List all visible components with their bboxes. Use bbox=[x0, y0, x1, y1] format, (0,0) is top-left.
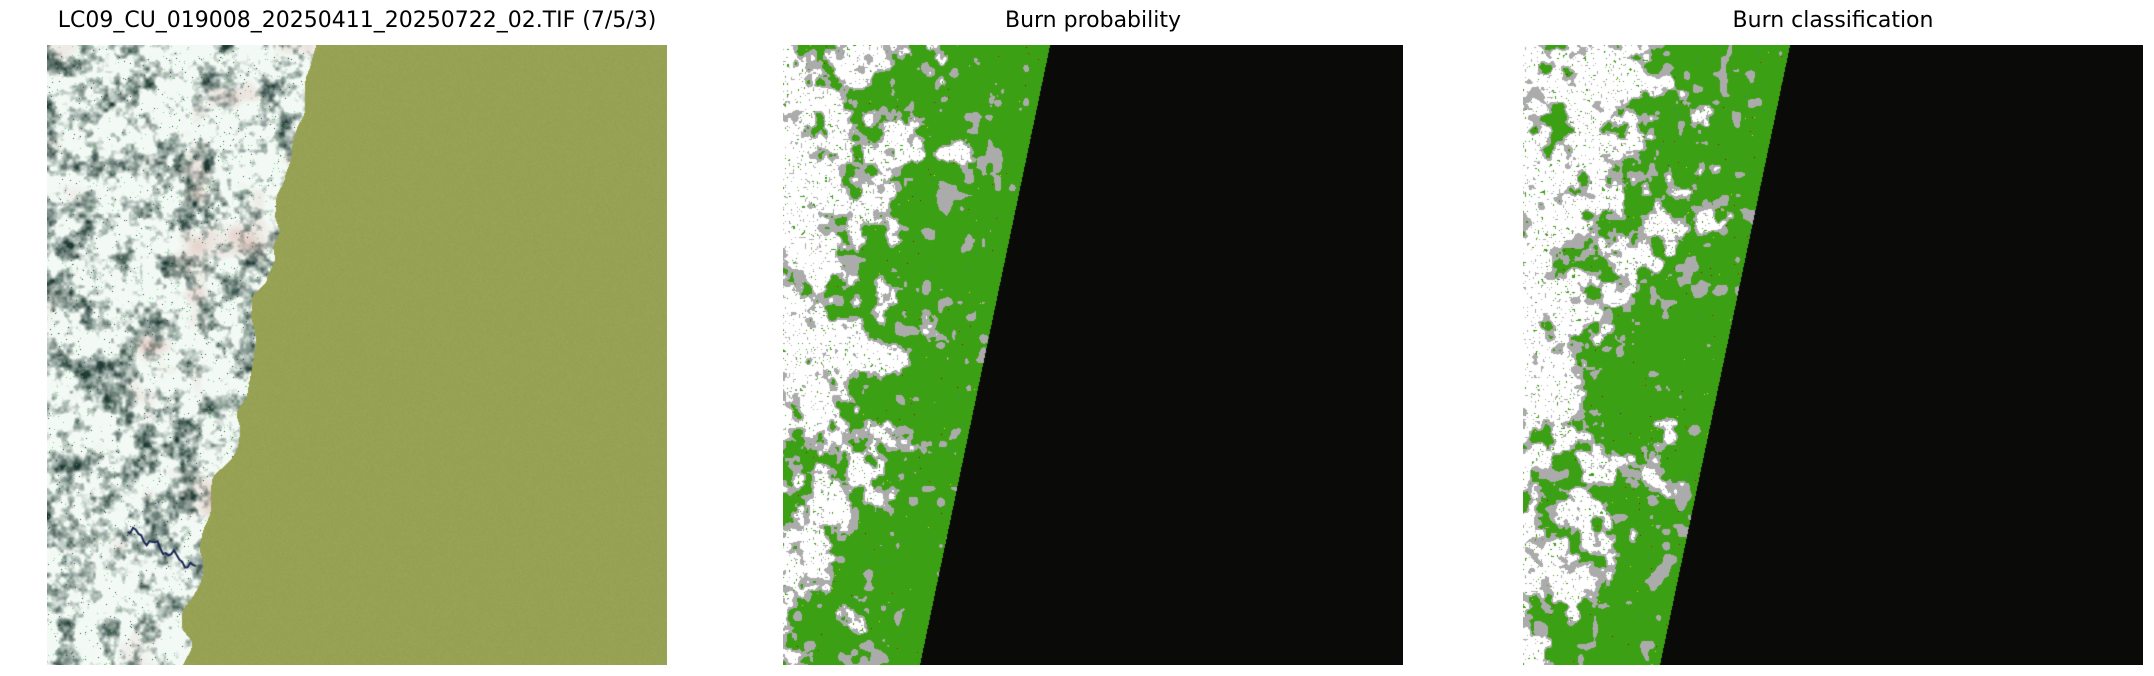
panel-title-burn-classification: Burn classification bbox=[1732, 8, 1934, 33]
panel-burn-classification: Burn classification bbox=[1523, 6, 2143, 665]
panel-title-source: LC09_CU_019008_20250411_20250722_02.TIF … bbox=[57, 8, 657, 33]
burn-classification-map bbox=[1523, 45, 2143, 665]
panel-burn-probability: Burn probability bbox=[783, 6, 1403, 665]
satellite-image bbox=[47, 45, 667, 665]
panel-title-burn-probability: Burn probability bbox=[1004, 8, 1181, 33]
panel-source-image: LC09_CU_019008_20250411_20250722_02.TIF … bbox=[47, 6, 667, 665]
burn-probability-map bbox=[783, 45, 1403, 665]
